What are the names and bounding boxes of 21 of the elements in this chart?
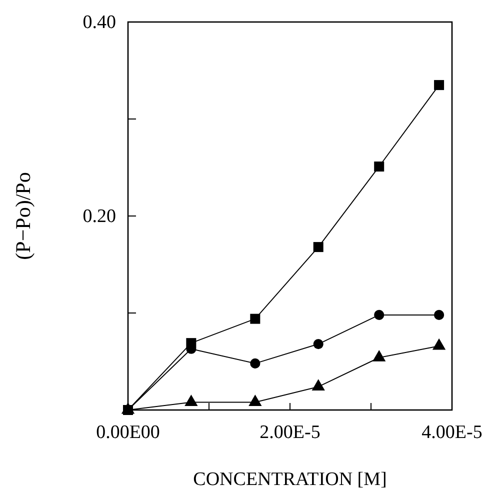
point — [121, 402, 135, 414]
point — [184, 394, 198, 406]
point — [250, 314, 260, 324]
point — [313, 242, 324, 252]
point — [250, 358, 260, 368]
point — [372, 350, 386, 362]
point — [434, 310, 444, 320]
point — [432, 338, 446, 350]
x-tick-label: 2.00E-5 — [260, 422, 320, 443]
y-tick-label: 0.20 — [82, 206, 116, 227]
x-tick-label: 0.00E00 — [96, 422, 160, 443]
point — [313, 339, 324, 350]
point — [312, 379, 325, 391]
x-tick-label: 4.00E-5 — [422, 422, 482, 443]
y-axis-title: (P−Po)/Po — [11, 172, 35, 260]
point — [374, 310, 384, 320]
point — [434, 80, 444, 90]
point — [248, 394, 262, 406]
y-tick-label: 0.40 — [82, 12, 116, 33]
point — [374, 162, 384, 172]
x-axis-title: CONCENTRATION [M] — [193, 469, 387, 490]
